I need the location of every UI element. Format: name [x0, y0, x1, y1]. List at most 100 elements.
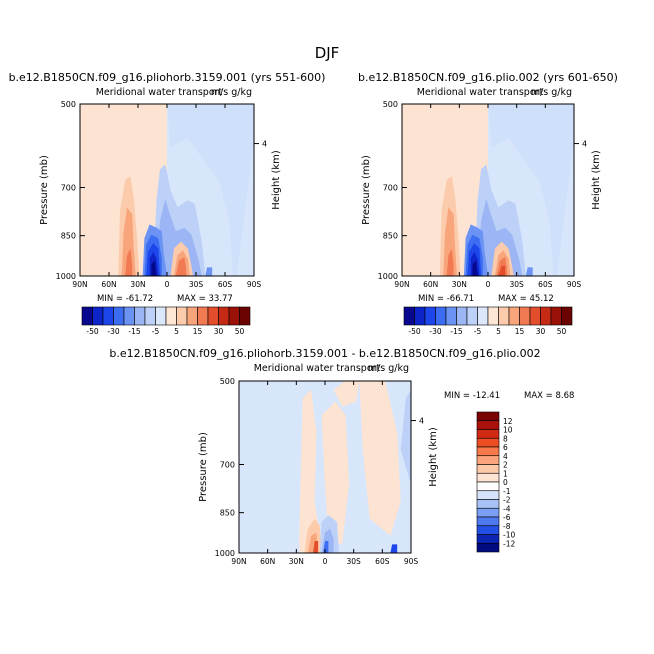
colorbar-label: -12 [503, 539, 515, 548]
contour-band [390, 544, 398, 553]
y-right-axis-label: Height (km) [271, 150, 282, 210]
x-tick-label: 60S [538, 280, 553, 289]
colorbar-swatch [456, 306, 468, 326]
colorbar-label: 50 [235, 327, 245, 336]
colorbar-swatch [476, 534, 500, 544]
colorbar-swatch [550, 306, 562, 326]
contour-band [333, 381, 360, 407]
colorbar-label: -15 [450, 327, 462, 336]
colorbar-swatch [508, 306, 520, 326]
y-axis-label: Pressure (mb) [198, 432, 209, 502]
x-tick-label: 30N [289, 557, 304, 566]
colorbar-label: 10 [503, 426, 513, 435]
colorbar-swatch [476, 429, 500, 439]
colorbar-swatch [476, 525, 500, 535]
y-right-axis-label: Height (km) [428, 427, 439, 487]
colorbar-label: 8 [503, 434, 508, 443]
x-tick-label: 60N [423, 280, 438, 289]
contour-band [125, 248, 133, 276]
colorbar-swatch [424, 306, 436, 326]
panel-units: m/s g/kg [531, 87, 572, 98]
x-tick-label: 90N [231, 557, 246, 566]
colorbar-label: 15 [193, 327, 203, 336]
colorbar-swatch [476, 455, 500, 465]
contour-band [156, 198, 202, 276]
colorbar-label: 1 [503, 469, 508, 478]
x-tick-label: 90N [72, 280, 87, 289]
colorbar-swatch [165, 306, 177, 326]
colorbar-swatch [529, 306, 541, 326]
colorbar-label: -50 [86, 327, 98, 336]
y-tick-label: 850 [220, 509, 235, 518]
colorbar-label: -30 [429, 327, 441, 336]
max-label: MAX = 45.12 [498, 294, 554, 304]
colorbar-label: -1 [503, 487, 511, 496]
colorbar-swatch [476, 499, 500, 509]
contour-band [446, 248, 454, 276]
colorbar-swatch [476, 472, 500, 483]
colorbar-swatch [476, 446, 500, 457]
colorbar-swatch [218, 306, 230, 326]
colorbar-label: 15 [515, 327, 525, 336]
panel-units: m/s g/kg [368, 363, 409, 374]
contour-band [299, 389, 320, 553]
x-tick-label: 60S [218, 280, 233, 289]
colorbar-swatch [476, 420, 500, 430]
contour-band [472, 260, 478, 276]
x-tick-label: 30S [189, 280, 204, 289]
colorbar-label: -10 [503, 531, 515, 540]
panel-subtitle: Meridional water transport [96, 87, 223, 98]
contour-band [313, 541, 319, 553]
colorbar-swatch [561, 306, 573, 326]
x-tick-label: 90S [247, 280, 262, 289]
x-tick-label: 0 [165, 280, 170, 289]
panel-title: b.e12.B1850CN.f09_g16.pliohorb.3159.001 … [9, 71, 326, 84]
colorbar-label: 30 [214, 327, 224, 336]
colorbar-label: 50 [557, 327, 567, 336]
min-label: MIN = -12.41 [444, 391, 500, 401]
colorbar-swatch [476, 490, 500, 500]
x-tick-label: 30N [130, 280, 145, 289]
x-tick-label: 90S [567, 280, 582, 289]
y-right-axis-label: Height (km) [591, 150, 602, 210]
x-tick-label: 30S [510, 280, 525, 289]
colorbar-label: 2 [503, 461, 508, 470]
colorbar-label: 4 [503, 452, 508, 461]
y-tick-label: 850 [383, 232, 398, 241]
colorbar-swatch [207, 306, 219, 326]
panel-3: b.e12.B1850CN.f09_g16.pliohorb.3159.001 … [109, 347, 574, 566]
contour-band [359, 381, 401, 536]
x-tick-label: 60N [101, 280, 116, 289]
y-right-tick-label: 4 [262, 140, 267, 149]
colorbar-label: -2 [503, 496, 511, 505]
y-right-tick-label: 4 [582, 140, 587, 149]
x-tick-label: 30N [452, 280, 467, 289]
colorbar-swatch [476, 437, 500, 448]
colorbar-swatch [186, 306, 198, 326]
contour-band [205, 267, 213, 276]
colorbar-swatch [466, 306, 478, 326]
colorbar-swatch [445, 306, 457, 326]
colorbar-label: 30 [536, 327, 546, 336]
panel-2: b.e12.B1850CN.f09_g16.plio.002 (yrs 601-… [358, 71, 618, 336]
colorbar-swatch [134, 306, 146, 326]
colorbar-label: -4 [503, 504, 511, 513]
colorbar-label: 6 [503, 443, 508, 452]
colorbar-swatch [476, 481, 500, 492]
colorbar-label: -5 [152, 327, 160, 336]
colorbar-swatch [487, 306, 499, 326]
contour-band [525, 267, 533, 276]
colorbar-label: 5 [174, 327, 179, 336]
x-tick-label: 90N [394, 280, 409, 289]
y-tick-label: 850 [61, 232, 76, 241]
y-tick-label: 500 [61, 100, 76, 109]
x-tick-label: 0 [323, 557, 328, 566]
colorbar-swatch [113, 306, 125, 326]
colorbar-swatch [498, 306, 510, 326]
panel-1: b.e12.B1850CN.f09_g16.pliohorb.3159.001 … [9, 71, 326, 336]
colorbar-swatch [239, 306, 251, 326]
panel-title: b.e12.B1850CN.f09_g16.plio.002 (yrs 601-… [358, 71, 618, 84]
y-axis-label: Pressure (mb) [39, 155, 50, 225]
contour-band [400, 389, 411, 485]
